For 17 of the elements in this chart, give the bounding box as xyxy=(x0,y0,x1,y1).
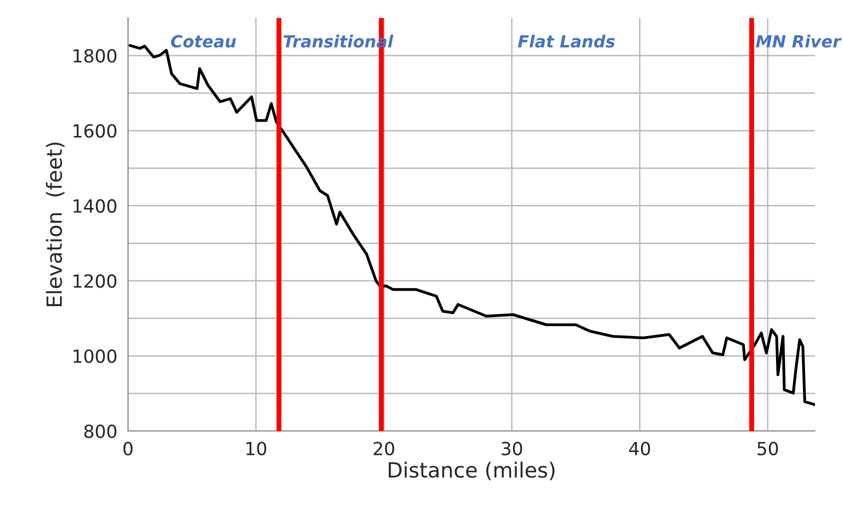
y-tick-label: 1800 xyxy=(74,49,116,63)
y-tick-label: 800 xyxy=(84,424,116,438)
annotation: Coteau xyxy=(171,35,236,48)
x-tick-label: 0 xyxy=(123,442,133,456)
x-axis-title: Distance (miles) xyxy=(388,462,554,480)
y-axis-title: Elevation (feet) xyxy=(46,142,64,306)
y-tick-label: 1200 xyxy=(74,274,116,288)
annotation: MN River xyxy=(756,34,842,48)
annotation: Flat Lands xyxy=(518,34,615,48)
x-tick-label: 20 xyxy=(374,442,394,456)
x-tick-label: 10 xyxy=(246,442,266,456)
y-tick-label: 1400 xyxy=(74,199,116,213)
y-tick-label: 1600 xyxy=(74,124,116,138)
x-tick-label: 40 xyxy=(629,442,650,456)
y-tick-label: 1000 xyxy=(74,349,116,364)
x-tick-label: 50 xyxy=(758,442,778,456)
x-tick-label: 30 xyxy=(502,442,522,456)
